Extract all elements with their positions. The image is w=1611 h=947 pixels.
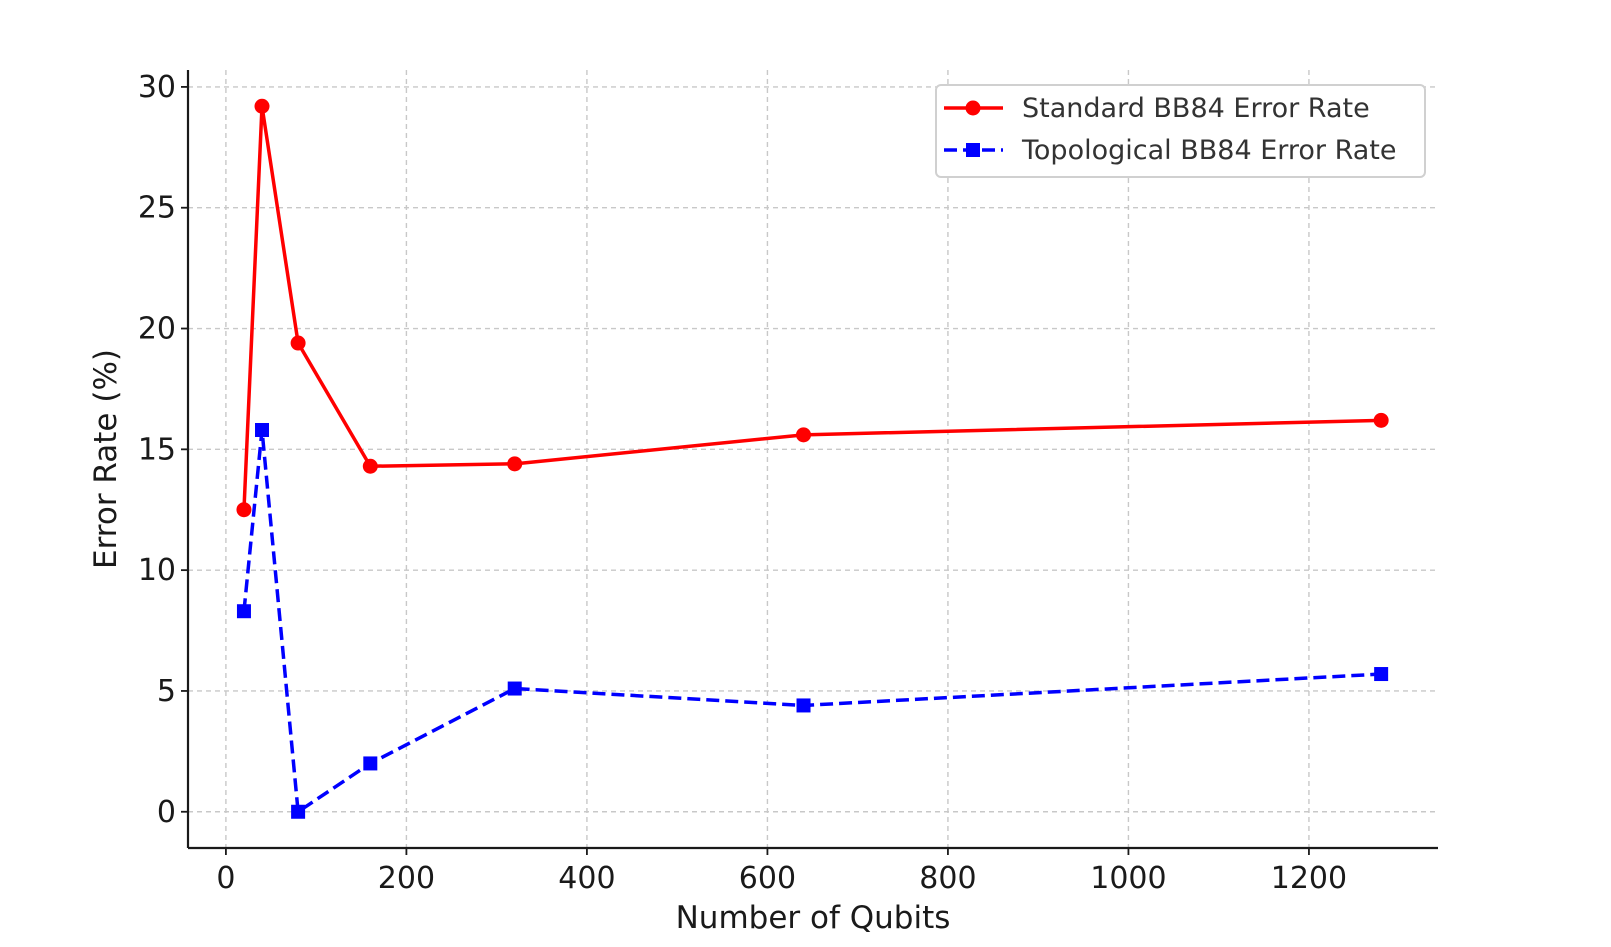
legend-marker [965,100,981,116]
x-axis-label: Number of Qubits [676,900,951,936]
data-point [254,98,270,114]
legend-entry: Topological BB84 Error Rate [944,135,1397,166]
series-2 [236,423,1389,819]
y-tick-label: 10 [138,553,176,588]
x-tick-label: 400 [558,861,615,896]
series-1 [236,98,1389,518]
x-tick-label: 800 [919,861,976,896]
x-tick-label: 0 [216,861,235,896]
data-point [507,456,523,472]
data-point [362,458,378,474]
data-point [507,681,522,696]
x-tick-label: 600 [739,861,796,896]
x-tick-label: 1200 [1271,861,1347,896]
legend-label: Standard BB84 Error Rate [1022,93,1370,124]
legend: Standard BB84 Error Rate Topological BB84… [935,84,1426,178]
data-point [290,335,306,351]
data-point [236,604,251,619]
legend-label: Topological BB84 Error Rate [1021,135,1397,166]
x-tick-label: 1000 [1090,861,1166,896]
data-point [796,698,811,713]
axes [186,70,1438,850]
y-tick-label: 30 [138,70,176,105]
data-point [291,804,306,819]
legend-entry: Standard BB84 Error Rate [944,93,1370,124]
ticks: 0 200 400 600 800 1000 1200 0 5 10 15 20 25 30 [138,70,1347,896]
y-tick-label: 5 [157,674,176,709]
legend-box [935,84,1426,178]
x-tick-label: 200 [378,861,435,896]
data-point [255,423,270,438]
data-point [236,502,252,518]
series-line [242,428,1382,814]
y-tick-label: 20 [138,312,176,347]
data-point [363,756,378,771]
data-point [1373,412,1389,428]
y-tick-label: 15 [138,432,176,467]
y-tick-label: 0 [157,795,176,830]
data-point [1374,667,1389,682]
grid [188,70,1438,848]
series-layer [236,98,1389,819]
y-tick-label: 25 [138,191,176,226]
y-axis-label: Error Rate (%) [88,349,124,569]
legend-marker [966,143,980,157]
data-point [796,427,812,443]
